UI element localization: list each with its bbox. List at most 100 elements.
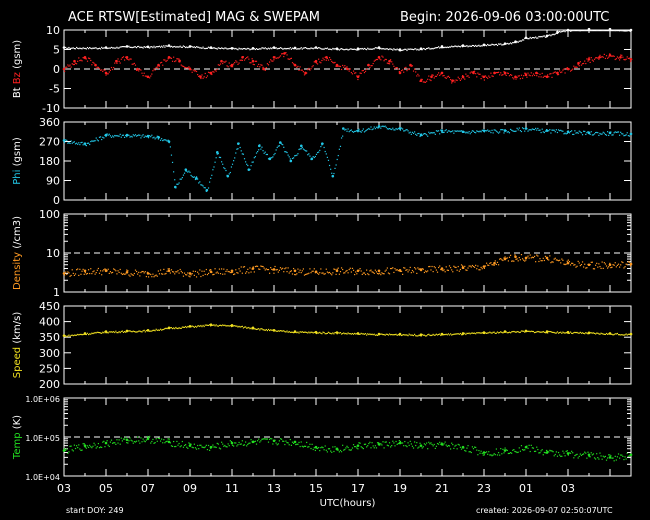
phi-phi-sample (519, 130, 521, 132)
density-density-sample (358, 269, 360, 271)
phi-phi-sample (287, 154, 289, 156)
speed-speed-sample (209, 324, 211, 326)
phi-phi-sample (478, 131, 480, 133)
bt-bz-bt-sample (74, 48, 77, 50)
temp-temp-sample (412, 447, 415, 449)
density-density-point (230, 269, 234, 273)
phi-phi-sample (227, 175, 229, 177)
phi-phi-sample (198, 182, 200, 184)
phi-phi-sample (505, 130, 507, 132)
bt-bz-bz-sample (91, 64, 93, 66)
speed-speed-sample (613, 333, 615, 336)
bt-bz-bt-sample (360, 48, 362, 50)
bt-bz-bt-sample (156, 46, 158, 48)
density-density-sample (194, 270, 197, 273)
bt-bz-bt-sample (463, 45, 465, 47)
bt-bz-bt-sample (589, 30, 591, 32)
speed-speed-sample (539, 331, 541, 333)
phi-phi-sample (513, 130, 515, 132)
speed-speed-sample (467, 332, 469, 335)
speed-speed-sample (273, 329, 275, 332)
bt-bz-bz-sample (154, 69, 156, 71)
density-density-sample (315, 270, 318, 272)
temp-temp-sample (461, 447, 464, 449)
temp-temp-sample (87, 446, 90, 448)
bt-bz-bt-sample (409, 48, 411, 50)
speed-speed-sample (616, 332, 619, 335)
phi-phi-sample (535, 127, 537, 130)
bt-bz-bz-sample (314, 61, 316, 63)
bt-bz-bt-sample (422, 47, 424, 50)
phi-phi-sample (430, 131, 432, 134)
bt-bz-bz-sample (359, 72, 361, 74)
bt-bz-bt-sample (578, 30, 580, 32)
x-tick-label: 17 (351, 482, 365, 495)
bt-bz-bz-sample (125, 56, 127, 58)
phi-phi-sample (301, 146, 303, 149)
phi-phi-sample (169, 146, 171, 148)
phi-phi-sample (289, 158, 291, 160)
speed-speed-sample (157, 329, 159, 331)
density-density-sample (186, 274, 188, 276)
temp-temp-sample (434, 447, 436, 450)
temp-temp-sample (372, 445, 374, 447)
speed-speed-sample (217, 325, 219, 327)
bt-bz-bt-sample (183, 46, 186, 48)
bt-bz-bt-sample (324, 47, 326, 49)
bt-bz-bz-sample (610, 55, 612, 57)
bt-bz-bz-sample (116, 62, 118, 64)
phi-phi-sample (163, 139, 165, 141)
density-density-sample (374, 269, 376, 271)
density-ytick-label: 1 (53, 286, 60, 299)
bt-bz-bz-sample (248, 58, 250, 60)
phi-phi-sample (540, 131, 542, 134)
bt-bz-bz-sample (123, 59, 126, 61)
phi-phi-sample (223, 167, 225, 169)
phi-phi-sample (252, 161, 254, 163)
bt-bz-bz-sample (330, 58, 332, 61)
bt-bz-bt-sample (300, 47, 302, 49)
temp-temp-sample (275, 442, 277, 444)
temp-temp-sample (249, 442, 251, 444)
speed-speed-sample (565, 331, 567, 334)
bt-bz-bz-sample (177, 58, 179, 60)
phi-phi-sample (211, 174, 213, 176)
bt-bz-bz-sample (217, 64, 219, 66)
bt-bz-bz-sample (159, 62, 162, 64)
bt-bz-bt-sample (469, 45, 471, 47)
x-tick-label: 13 (267, 482, 281, 495)
bt-bz-bt-sample (577, 30, 579, 32)
temp-temp-sample (549, 449, 551, 451)
temp-temp-sample (431, 443, 433, 446)
temp-temp-sample (459, 446, 462, 448)
speed-speed-sample (465, 333, 467, 336)
density-density-sample (476, 268, 478, 270)
speed-speed-sample (268, 329, 271, 332)
temp-temp-sample (297, 443, 299, 445)
temp-temp-sample (364, 443, 367, 445)
bt-bz-ytick-label: 5 (53, 44, 60, 57)
density-density-sample (115, 270, 117, 272)
speed-speed-sample (98, 332, 101, 334)
speed-speed-sample (303, 331, 306, 333)
phi-phi-sample (161, 138, 163, 140)
phi-phi-sample (608, 134, 610, 136)
density-ylabel-part: (/cm3) (12, 216, 23, 252)
phi-phi-sample (536, 129, 538, 131)
bt-bz-bt-sample (523, 39, 525, 41)
bt-bz-bt-sample (527, 38, 529, 40)
temp-temp-sample (320, 447, 322, 449)
density-density-sample (538, 260, 540, 263)
phi-phi-sample (260, 148, 262, 150)
density-density-sample (279, 267, 282, 269)
phi-phi-sample (619, 134, 621, 136)
speed-speed-sample (464, 332, 466, 334)
bt-bz-bz-sample (303, 74, 306, 76)
density-density-sample (165, 272, 167, 275)
temp-temp-point (167, 440, 171, 444)
density-density-sample (623, 267, 625, 269)
bt-bz-bz-sample (327, 59, 330, 61)
density-density-sample (602, 267, 604, 270)
temp-temp-sample (195, 448, 198, 450)
phi-phi-sample (575, 132, 577, 134)
